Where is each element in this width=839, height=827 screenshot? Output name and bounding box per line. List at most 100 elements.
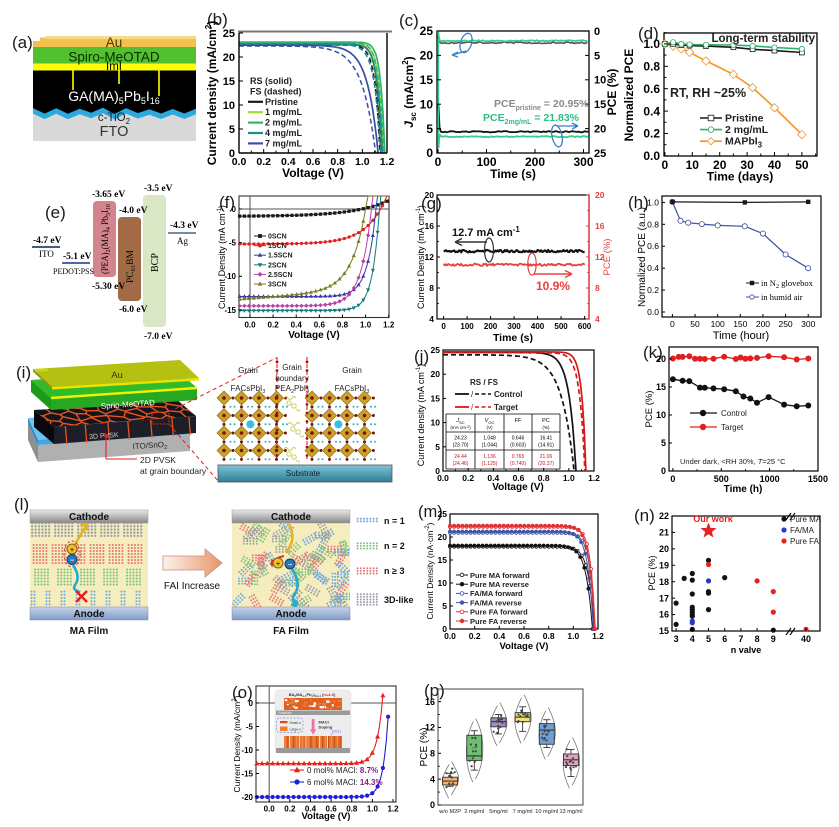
svg-text:0: 0 xyxy=(430,800,435,810)
svg-text:500: 500 xyxy=(714,474,729,484)
svg-text:3D-like: 3D-like xyxy=(384,595,414,605)
svg-text:(i): (i) xyxy=(16,363,31,382)
svg-text:(%): (%) xyxy=(542,425,550,430)
svg-text:4: 4 xyxy=(690,634,695,644)
svg-text:Current Density (mA cm-1): Current Density (mA cm-1) xyxy=(217,205,227,309)
svg-text:Current Density (nA·cm-2): Current Density (nA·cm-2) xyxy=(425,522,435,619)
svg-text:(n): (n) xyxy=(634,506,655,525)
svg-text:0: 0 xyxy=(442,624,447,634)
svg-text:-3.65 eV: -3.65 eV xyxy=(92,190,125,200)
svg-text:1.2: 1.2 xyxy=(588,473,600,483)
svg-text:MA Film: MA Film xyxy=(70,626,109,637)
svg-text:2 mg/mL: 2 mg/mL xyxy=(725,124,769,136)
svg-text:MAPbI3: MAPbI3 xyxy=(725,136,763,150)
svg-text:Pure FA forward: Pure FA forward xyxy=(470,608,528,617)
svg-text:(1.044): (1.044) xyxy=(482,443,498,449)
svg-text:Cathode: Cathode xyxy=(69,512,109,523)
svg-text:Voltage (V): Voltage (V) xyxy=(302,811,351,822)
svg-text:n = 2: n = 2 xyxy=(384,541,405,551)
svg-text:in humid air: in humid air xyxy=(761,292,803,302)
svg-text:40: 40 xyxy=(801,634,811,644)
svg-text:−: − xyxy=(288,562,292,569)
svg-text:0.4: 0.4 xyxy=(647,263,659,273)
svg-text:0: 0 xyxy=(662,158,669,172)
svg-text:10 mg/ml: 10 mg/ml xyxy=(535,809,558,815)
svg-text:-3.5 eV: -3.5 eV xyxy=(144,184,173,194)
svg-text:Doping: Doping xyxy=(319,725,333,730)
svg-text:Grain: Grain xyxy=(238,366,258,375)
svg-text:1.048: 1.048 xyxy=(483,436,496,442)
svg-text:8: 8 xyxy=(755,634,760,644)
svg-text:Anode: Anode xyxy=(275,609,307,620)
svg-text:Current Density (mA cm-1): Current Density (mA cm-1) xyxy=(416,205,426,309)
svg-text:1.2: 1.2 xyxy=(387,805,399,814)
svg-text:ITO: ITO xyxy=(39,249,54,259)
svg-text:3: 3 xyxy=(674,634,679,644)
svg-text:Normalized PCE (a.u.): Normalized PCE (a.u.) xyxy=(637,207,648,307)
svg-text:0SCN: 0SCN xyxy=(268,234,287,241)
svg-text:0.6: 0.6 xyxy=(518,631,530,641)
svg-text:-4.3 eV: -4.3 eV xyxy=(170,221,199,231)
svg-text:Cathode: Cathode xyxy=(271,512,311,523)
svg-text:2 mg/ml: 2 mg/ml xyxy=(464,809,484,815)
svg-text:0.0: 0.0 xyxy=(647,307,659,317)
svg-text:Time (s): Time (s) xyxy=(490,167,536,181)
svg-text:1SCN: 1SCN xyxy=(268,243,287,250)
svg-text:0.0: 0.0 xyxy=(244,321,256,330)
svg-text:-5: -5 xyxy=(246,722,254,731)
svg-text:FTO: FTO xyxy=(100,124,129,140)
svg-text:(0.740): (0.740) xyxy=(510,461,526,467)
svg-text:PCE (%): PCE (%) xyxy=(644,391,655,428)
svg-text:24.23: 24.23 xyxy=(454,436,467,442)
svg-text:200: 200 xyxy=(484,322,498,331)
svg-text:+: + xyxy=(70,547,74,554)
svg-text:200: 200 xyxy=(756,319,770,329)
svg-text:25: 25 xyxy=(420,24,434,38)
svg-text:(l): (l) xyxy=(14,495,29,514)
svg-text:0.8: 0.8 xyxy=(647,219,659,229)
svg-text:6: 6 xyxy=(722,634,727,644)
svg-text:Au: Au xyxy=(106,35,123,50)
svg-text:9: 9 xyxy=(771,634,776,644)
svg-text:0: 0 xyxy=(229,148,235,160)
svg-text:15: 15 xyxy=(656,382,666,392)
svg-text:Target: Target xyxy=(721,423,744,432)
svg-text:2D PVSK: 2D PVSK xyxy=(140,455,176,465)
svg-text:(V): (V) xyxy=(486,425,493,430)
svg-text:100: 100 xyxy=(711,319,725,329)
svg-text:0.6: 0.6 xyxy=(643,82,660,96)
svg-text:100: 100 xyxy=(460,322,474,331)
svg-text:8: 8 xyxy=(595,283,600,293)
svg-text:1.2: 1.2 xyxy=(592,631,604,641)
svg-text:5: 5 xyxy=(426,122,433,136)
svg-text:1.0: 1.0 xyxy=(367,805,379,814)
svg-text:16.41: 16.41 xyxy=(540,436,553,442)
svg-text:250: 250 xyxy=(778,319,792,329)
svg-text:Pristine: Pristine xyxy=(725,113,764,125)
svg-text:PCE (%): PCE (%) xyxy=(419,728,430,767)
svg-text:4: 4 xyxy=(430,774,435,784)
svg-text:0.2: 0.2 xyxy=(469,631,481,641)
svg-text:0.2: 0.2 xyxy=(268,321,280,330)
svg-text:25: 25 xyxy=(594,148,606,160)
svg-text:6 mol% MACl: 14.3%: 6 mol% MACl: 14.3% xyxy=(307,778,383,787)
svg-text:-6.0 eV: -6.0 eV xyxy=(119,305,148,315)
svg-text:FF: FF xyxy=(515,418,522,424)
svg-text:+: + xyxy=(276,561,280,568)
svg-text:-4.0 eV: -4.0 eV xyxy=(119,206,148,216)
svg-text:0: 0 xyxy=(435,466,440,476)
svg-text:(20.37): (20.37) xyxy=(538,461,554,467)
svg-text:16: 16 xyxy=(595,221,605,231)
svg-text:0: 0 xyxy=(661,466,666,476)
svg-text:0.4: 0.4 xyxy=(643,104,660,118)
svg-text:PCE (%): PCE (%) xyxy=(647,555,657,590)
svg-text:n ≥ 3: n ≥ 3 xyxy=(384,566,404,576)
svg-text:1.0: 1.0 xyxy=(647,197,659,207)
svg-text:1.2: 1.2 xyxy=(383,321,395,330)
svg-text:10: 10 xyxy=(420,97,434,111)
svg-text:(c): (c) xyxy=(399,11,419,30)
svg-text:24.44: 24.44 xyxy=(454,454,467,460)
svg-text:5: 5 xyxy=(661,438,666,448)
svg-text:500: 500 xyxy=(554,322,568,331)
svg-text:4: 4 xyxy=(595,314,600,324)
